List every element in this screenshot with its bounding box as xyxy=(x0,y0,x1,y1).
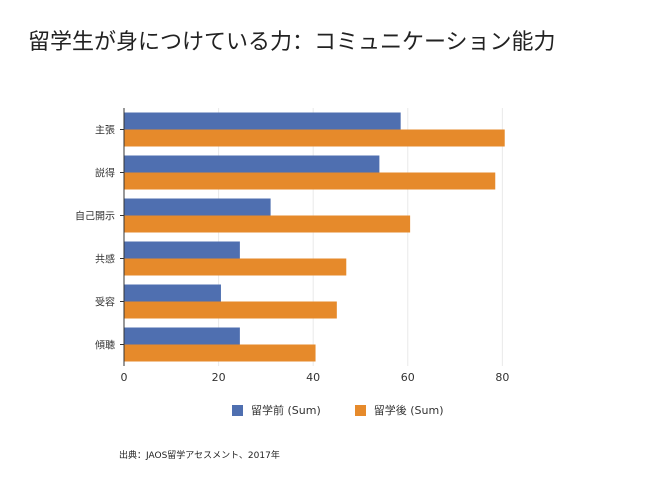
grid-layer xyxy=(218,108,503,366)
bar-before xyxy=(124,284,221,302)
bar-after xyxy=(124,344,316,362)
x-tick-label: 20 xyxy=(212,371,226,384)
source-note: 出典：JAOS留学アセスメント、2017年 xyxy=(119,451,280,461)
legend-item-before[interactable]: 留学前 (Sum) xyxy=(232,402,321,418)
bar-before xyxy=(124,241,240,259)
bar-before xyxy=(124,198,271,216)
chart-title: 留学生が身につけている力：コミュニケーション能力 xyxy=(28,30,556,55)
category-label: 自己開示 xyxy=(75,210,115,223)
category-label: 主張 xyxy=(95,125,115,137)
bar-after xyxy=(124,301,337,319)
x-tick-label: 80 xyxy=(495,371,509,384)
bar-before xyxy=(124,112,401,130)
category-label: 説得 xyxy=(95,167,115,180)
bar-after xyxy=(124,129,505,147)
x-tick-label: 60 xyxy=(401,371,415,384)
category-label: 傾聴 xyxy=(95,339,115,352)
legend-label-after: 留学後 (Sum) xyxy=(373,404,444,417)
x-tick-label: 0 xyxy=(121,371,128,384)
legend: 留学前 (Sum) 留学後 (Sum) xyxy=(232,402,444,418)
legend-item-after[interactable]: 留学後 (Sum) xyxy=(354,402,444,418)
legend-swatch-before xyxy=(232,404,243,416)
bar-layer xyxy=(124,112,505,362)
bar-after xyxy=(124,258,347,276)
legend-swatch-after xyxy=(354,404,366,416)
category-label: 受容 xyxy=(95,296,115,309)
category-label: 共感 xyxy=(95,253,115,266)
bar-after xyxy=(124,215,411,233)
legend-label-before: 留学前 (Sum) xyxy=(251,404,321,417)
bar-after xyxy=(124,172,496,190)
bar-before xyxy=(124,327,240,345)
x-tick-label: 40 xyxy=(306,371,320,384)
bar-before xyxy=(124,155,380,173)
